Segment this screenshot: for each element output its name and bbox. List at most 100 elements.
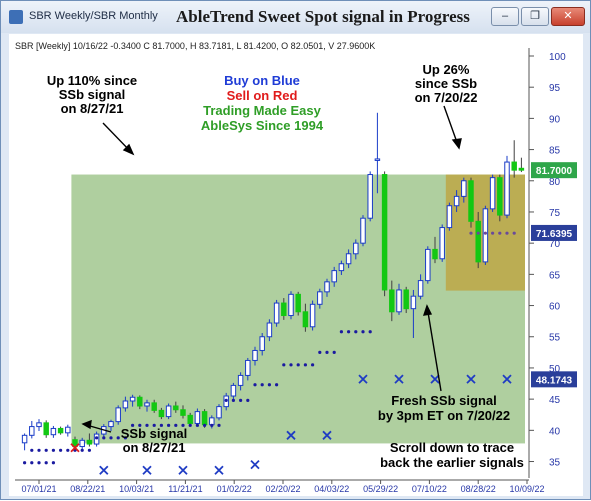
stop-dot — [116, 436, 120, 440]
candle-body — [497, 177, 503, 216]
stop-dot — [476, 231, 480, 235]
stop-dot — [30, 461, 34, 465]
price-labels: 81.7000 71.6395 48.1743 — [531, 162, 577, 388]
candle-body — [86, 439, 93, 445]
candle — [446, 202, 453, 231]
candle-body — [345, 253, 352, 265]
candle — [425, 246, 431, 284]
candle — [108, 419, 114, 431]
candle — [158, 407, 165, 420]
app-icon — [9, 10, 23, 24]
candle — [410, 289, 417, 338]
candle-body — [230, 384, 237, 397]
candle — [489, 174, 496, 212]
blue-cross — [394, 374, 404, 384]
candle-body — [281, 302, 287, 317]
x-tick-label: 11/21/21 — [168, 484, 202, 494]
chart-area[interactable]: 35 40 45 50 55 60 65 70 75 80 85 90 95 100 07/01/21 08… — [9, 34, 583, 496]
annotation-scroll: Scroll down to trace back the earlier si… — [380, 440, 524, 470]
candle — [50, 425, 57, 438]
candle — [439, 224, 445, 262]
y-tick-label: 75 — [549, 208, 561, 219]
candle — [266, 319, 273, 342]
price-chart[interactable]: 35 40 45 50 55 60 65 70 75 80 85 90 95 100 07/01/21 08… — [9, 34, 583, 496]
y-tick-label: 50 — [549, 364, 561, 375]
candle-body — [425, 248, 431, 282]
blue-cross — [286, 430, 296, 440]
close-button[interactable]: ✕ — [551, 7, 585, 26]
candle — [57, 426, 64, 435]
stop-dot — [253, 383, 257, 387]
candle-body — [396, 289, 402, 313]
chart-header: SBR [Weekly] 10/16/22 -0.3400 C 81.7000,… — [15, 41, 375, 51]
candle-body — [288, 293, 294, 317]
stop-dot — [188, 423, 192, 427]
y-tick-label: 65 — [549, 270, 561, 281]
blue-cross-b — [322, 430, 332, 440]
candle — [86, 433, 93, 447]
restore-button[interactable]: ❐ — [521, 7, 549, 26]
candle-body — [216, 406, 222, 419]
candle-body — [57, 427, 64, 434]
candle-body — [259, 336, 265, 351]
candle — [518, 157, 525, 173]
annotation-up110: Up 110% since SSb signal on 8/27/21 — [47, 73, 137, 116]
stop-dot — [368, 330, 372, 334]
candle-body — [367, 174, 373, 219]
label-mid-price-text: 71.6395 — [536, 229, 573, 240]
arrow-fresh — [426, 305, 442, 392]
candle — [144, 399, 150, 412]
candle-body — [194, 411, 201, 424]
candle-body — [410, 295, 417, 310]
title-bar[interactable]: SBR Weekly/SBR Monthly AbleTrend Sweet S… — [1, 1, 590, 33]
stop-dot — [231, 398, 235, 402]
x-tick-label: 05/29/22 — [363, 484, 398, 494]
candle — [122, 396, 129, 412]
ssb-line1: SSb signal — [121, 426, 187, 441]
candle-body — [489, 177, 496, 210]
blue-cross-b — [394, 374, 404, 384]
x-tick-label: 07/01/21 — [21, 484, 56, 494]
stop-dot — [491, 231, 495, 235]
stop-dot — [246, 398, 250, 402]
stop-dot — [44, 448, 48, 452]
candle — [389, 280, 395, 322]
candle-body — [482, 208, 489, 263]
stop-dot — [80, 448, 84, 452]
candle — [338, 260, 345, 275]
candle-body — [50, 427, 57, 436]
candle — [345, 249, 352, 269]
x-tick-label: 01/02/22 — [217, 484, 252, 494]
label-current-price: 81.7000 — [531, 162, 577, 179]
candle — [137, 395, 143, 410]
candle-body — [266, 322, 273, 338]
label-mid-price: 71.6395 — [531, 224, 577, 241]
y-tick-label: 70 — [549, 239, 561, 250]
stop-dot — [95, 436, 99, 440]
stop-dots — [23, 231, 516, 465]
blue-cross — [322, 430, 332, 440]
scroll-line1: Scroll down to trace — [390, 440, 514, 455]
candle-body — [158, 409, 165, 418]
candle — [374, 112, 381, 194]
signal-crosses — [70, 374, 512, 475]
candle — [43, 420, 49, 438]
arrowhead-fresh — [422, 304, 433, 316]
blue-cross — [142, 465, 152, 475]
candle-body — [504, 161, 510, 216]
red-cross-b — [70, 443, 80, 453]
x-tick-label: 08/28/22 — [461, 484, 496, 494]
stop-dot — [59, 448, 63, 452]
candle-body — [389, 289, 395, 313]
y-tick-label: 100 — [549, 52, 566, 63]
stop-dot — [505, 231, 509, 235]
blue-cross-b — [214, 465, 224, 475]
ssb-line2: on 8/27/21 — [123, 440, 186, 455]
minimize-button[interactable]: – — [491, 7, 519, 26]
candle — [194, 408, 201, 427]
stop-dot — [195, 423, 199, 427]
stop-dot — [325, 350, 329, 354]
candle-body — [237, 374, 244, 386]
candle — [360, 215, 366, 247]
